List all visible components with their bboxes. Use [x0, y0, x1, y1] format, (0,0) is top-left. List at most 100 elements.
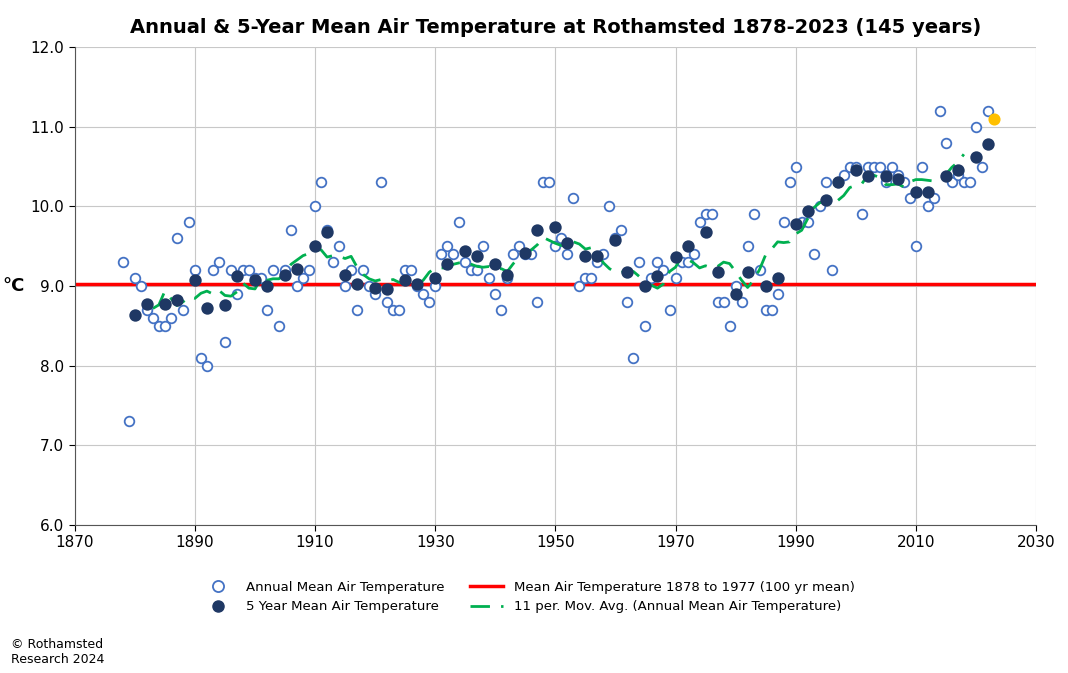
- Point: [673, 257, 690, 268]
- Y-axis label: °C: °C: [3, 277, 26, 295]
- Point: [559, 238, 576, 248]
- Point: [890, 169, 907, 180]
- Point: [799, 206, 816, 217]
- Point: [132, 281, 150, 291]
- Point: [174, 305, 191, 316]
- Point: [709, 297, 726, 308]
- Point: [457, 246, 474, 256]
- Point: [757, 281, 774, 291]
- Point: [187, 264, 204, 275]
- Point: [751, 264, 768, 275]
- Point: [865, 162, 882, 172]
- Point: [217, 336, 234, 347]
- Point: [517, 249, 534, 260]
- Point: [457, 257, 474, 268]
- Point: [169, 233, 186, 244]
- Point: [588, 250, 606, 261]
- Point: [607, 233, 624, 244]
- Point: [565, 193, 582, 204]
- Point: [577, 250, 594, 261]
- Point: [204, 264, 221, 275]
- Point: [787, 162, 804, 172]
- Point: [588, 257, 606, 268]
- Point: [757, 305, 774, 316]
- Point: [307, 241, 324, 252]
- Point: [535, 177, 552, 188]
- Point: [240, 264, 257, 275]
- Point: [973, 162, 990, 172]
- Point: [961, 177, 978, 188]
- Point: [427, 273, 444, 283]
- Point: [938, 137, 955, 148]
- Point: [325, 257, 342, 268]
- Point: [769, 273, 786, 283]
- Point: [631, 257, 648, 268]
- Point: [908, 241, 925, 252]
- Point: [252, 273, 269, 283]
- Point: [487, 258, 504, 269]
- Point: [697, 227, 714, 238]
- Point: [355, 264, 372, 275]
- Point: [517, 247, 534, 258]
- Point: [913, 162, 930, 172]
- Legend: Annual Mean Air Temperature, 5 Year Mean Air Temperature, Mean Air Temperature 1: Annual Mean Air Temperature, 5 Year Mean…: [197, 575, 860, 618]
- Point: [523, 249, 540, 260]
- Point: [607, 234, 624, 245]
- Point: [258, 281, 276, 291]
- Point: [169, 295, 186, 306]
- Point: [649, 257, 666, 268]
- Point: [812, 201, 829, 212]
- Point: [637, 281, 654, 291]
- Point: [421, 297, 438, 308]
- Point: [439, 241, 456, 252]
- Point: [366, 282, 383, 293]
- Point: [348, 279, 365, 290]
- Point: [270, 320, 287, 331]
- Point: [655, 264, 672, 275]
- Point: [318, 227, 335, 238]
- Point: [571, 281, 588, 291]
- Point: [829, 177, 846, 188]
- Point: [139, 298, 156, 309]
- Point: [288, 281, 305, 291]
- Point: [860, 162, 877, 172]
- Point: [781, 177, 798, 188]
- Point: [379, 284, 396, 295]
- Point: [366, 289, 383, 299]
- Point: [986, 114, 1003, 125]
- Point: [920, 186, 937, 197]
- Point: [433, 249, 450, 260]
- Point: [613, 225, 630, 236]
- Point: [318, 225, 335, 236]
- Point: [890, 174, 907, 184]
- Point: [745, 209, 763, 219]
- Point: [931, 106, 948, 116]
- Point: [817, 194, 834, 205]
- Point: [547, 221, 564, 232]
- Point: [295, 273, 312, 283]
- Point: [823, 264, 841, 275]
- Point: [595, 249, 612, 260]
- Point: [637, 320, 654, 331]
- Point: [403, 264, 420, 275]
- Point: [475, 241, 492, 252]
- Point: [979, 106, 996, 116]
- Point: [847, 162, 864, 172]
- Title: Annual & 5-Year Mean Air Temperature at Rothamsted 1878-2023 (145 years): Annual & 5-Year Mean Air Temperature at …: [129, 18, 981, 37]
- Point: [313, 177, 330, 188]
- Point: [505, 249, 522, 260]
- Point: [235, 264, 252, 275]
- Point: [348, 305, 365, 316]
- Point: [883, 162, 900, 172]
- Point: [144, 312, 161, 323]
- Point: [679, 257, 696, 268]
- Point: [379, 297, 396, 308]
- Point: [247, 273, 264, 283]
- Point: [126, 273, 143, 283]
- Point: [126, 310, 143, 320]
- Point: [300, 264, 317, 275]
- Point: [283, 225, 300, 236]
- Point: [187, 275, 204, 285]
- Point: [769, 289, 786, 299]
- Point: [860, 171, 877, 182]
